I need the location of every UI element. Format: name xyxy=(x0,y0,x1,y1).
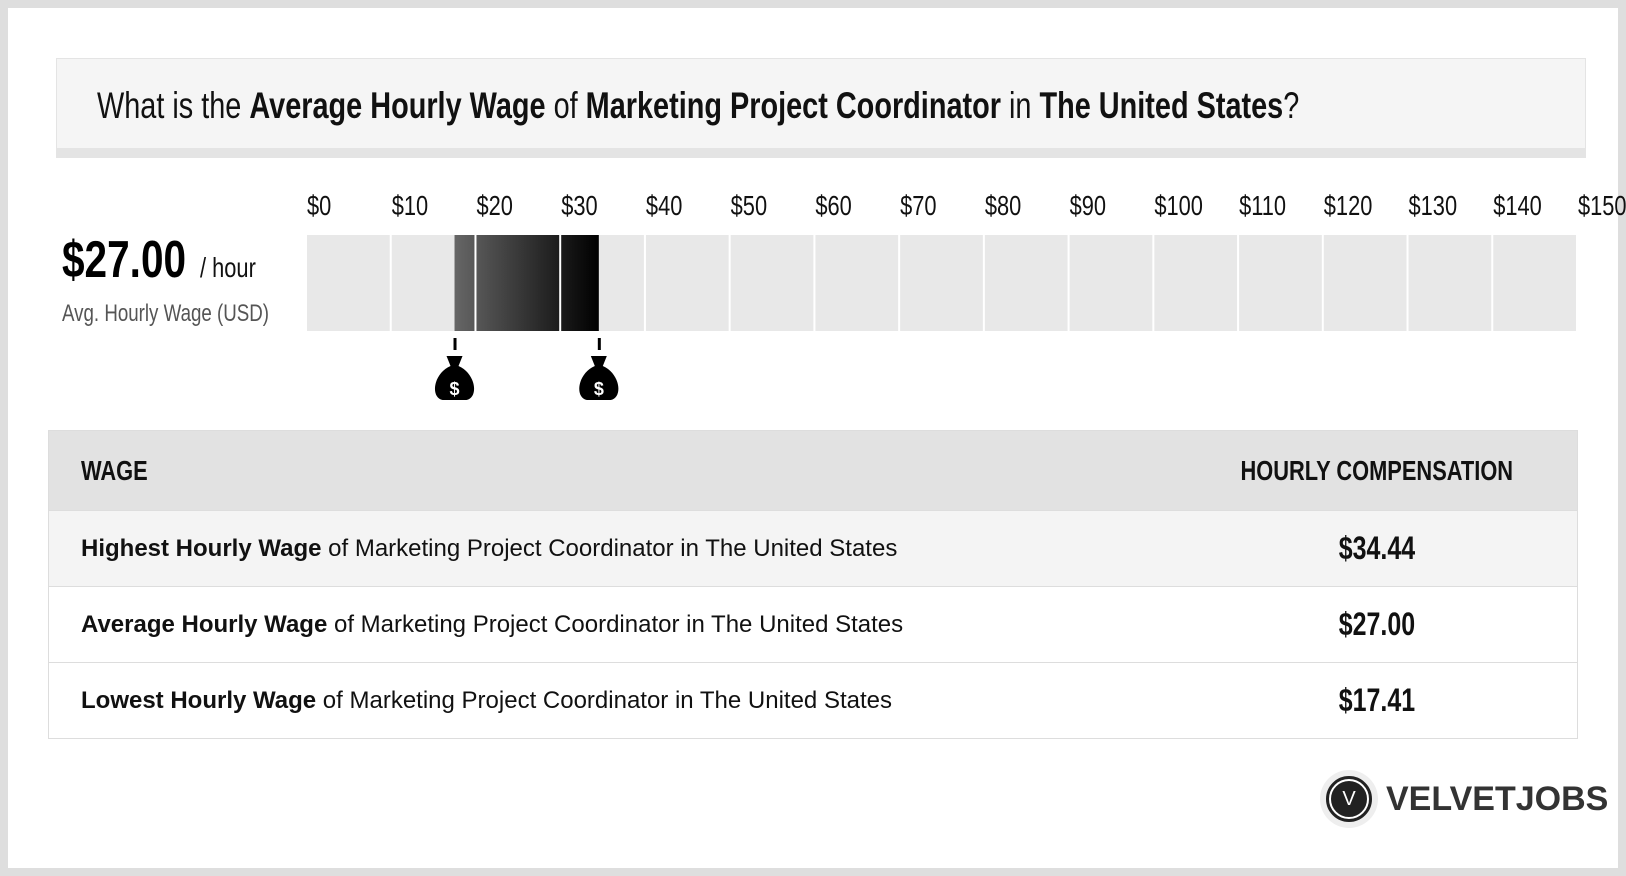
tick-label: $30 xyxy=(561,190,597,221)
segment-gap xyxy=(559,235,562,331)
per-hour-unit: / hour xyxy=(200,252,256,283)
tick-label: $120 xyxy=(1324,190,1373,221)
row-value: $27.00 xyxy=(1339,606,1416,642)
track-segment xyxy=(1493,235,1576,331)
table-row: Highest Hourly Wage of Marketing Project… xyxy=(48,510,1578,587)
track-segment xyxy=(900,235,983,331)
tick-label: $140 xyxy=(1493,190,1542,221)
tick-label: $110 xyxy=(1239,190,1286,221)
tick-label: $50 xyxy=(731,190,767,221)
track-segment xyxy=(645,235,729,331)
tick-label: $60 xyxy=(815,190,851,221)
wage-table: WAGE HOURLY COMPENSATION Highest Hourly … xyxy=(48,430,1578,739)
track-segment xyxy=(1408,235,1492,331)
track-segment xyxy=(1323,235,1407,331)
svg-text:$: $ xyxy=(450,379,460,399)
track-segment xyxy=(1069,235,1153,331)
money-bag-icon: $ xyxy=(579,338,619,400)
track-segment xyxy=(984,235,1068,331)
money-bag-icon: $ xyxy=(434,338,475,400)
average-wage-value: $27.00 xyxy=(62,231,187,289)
table-row: Average Hourly Wage of Marketing Project… xyxy=(48,586,1578,663)
table-row: Lowest Hourly Wage of Marketing Project … xyxy=(48,662,1578,739)
table-header: WAGE HOURLY COMPENSATION xyxy=(48,430,1578,511)
tick-label: $90 xyxy=(1070,190,1106,221)
track-segment xyxy=(307,235,390,331)
row-label-bold: Average Hourly Wage xyxy=(81,610,328,638)
track-segment xyxy=(730,235,814,331)
velvetjobs-logo: V VELVETJOBS xyxy=(1322,772,1608,826)
row-label: of Marketing Project Coordinator in The … xyxy=(321,534,898,562)
wage-header: WAGE xyxy=(81,454,148,486)
tick-label: $20 xyxy=(476,190,512,221)
tick-label: $80 xyxy=(985,190,1021,221)
wage-range-chart: $0 $10 $20 $30 $40 $50 $60 $70 $80 $90 $100 $110 $12… xyxy=(307,190,1626,400)
logo-text: VELVETJOBS xyxy=(1386,779,1609,818)
row-label-bold: Highest Hourly Wage xyxy=(81,534,322,562)
tick-label: $130 xyxy=(1409,190,1458,221)
tick-label: $70 xyxy=(900,190,936,221)
track-segment xyxy=(815,235,899,331)
tick-label: $10 xyxy=(392,190,428,221)
logo-icon: V xyxy=(1322,772,1376,826)
page-title: What is the Average Hourly Wage of Marke… xyxy=(56,58,1586,158)
svg-text:$: $ xyxy=(594,379,604,399)
row-label: of Marketing Project Coordinator in The … xyxy=(327,610,904,638)
tick-label: $0 xyxy=(307,190,331,221)
track-segment xyxy=(1154,235,1238,331)
row-value: $34.44 xyxy=(1339,530,1416,566)
row-label-bold: Lowest Hourly Wage xyxy=(81,686,317,714)
tick-label: $40 xyxy=(646,190,682,221)
tick-label: $100 xyxy=(1154,190,1203,221)
row-value: $17.41 xyxy=(1339,682,1416,718)
average-wage-label: Avg. Hourly Wage (USD) xyxy=(62,300,270,327)
segment-gap xyxy=(474,235,477,331)
compensation-header: HOURLY COMPENSATION xyxy=(1240,454,1514,486)
track-segment xyxy=(1239,235,1322,331)
tick-label: $150+ xyxy=(1578,190,1626,221)
row-label: of Marketing Project Coordinator in The … xyxy=(316,686,892,714)
wage-range-bar xyxy=(454,235,599,331)
